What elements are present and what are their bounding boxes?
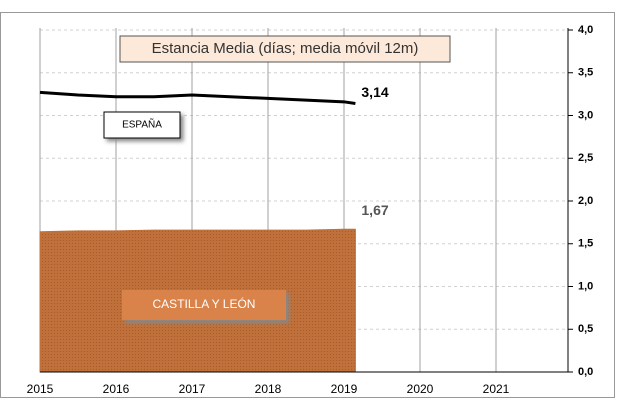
title-box	[119, 35, 451, 63]
x-tick-label: 2018	[255, 382, 282, 396]
line	[39, 90, 356, 106]
legend-label: CASTILLA Y LEÓN	[153, 296, 256, 311]
x-tick-label: 2015	[27, 382, 54, 396]
y-tick-label: 3,0	[578, 109, 593, 121]
x-tick-label: 2016	[103, 382, 130, 396]
x-tick-label: 2021	[483, 382, 510, 396]
chart-title: Estancia Media (días; media móvil 12m)	[152, 40, 419, 57]
y-tick-label: 2,0	[578, 195, 593, 207]
y-tick-label: 4,0	[578, 24, 593, 36]
legend-box	[122, 290, 286, 320]
x-tick-label: 2019	[331, 382, 358, 396]
data-label: 3,14	[361, 84, 388, 100]
legend-label: ESPAÑA	[122, 118, 162, 131]
y-tick-label: 2,5	[578, 152, 593, 164]
y-tick-label: 0,0	[578, 366, 593, 378]
y-tick-label: 1,0	[578, 280, 593, 292]
data-label: 1,67	[361, 202, 388, 218]
legend-box	[103, 111, 181, 139]
x-tick-label: 2017	[179, 382, 206, 396]
y-tick-label: 3,5	[578, 67, 593, 79]
y-tick-label: 1,5	[578, 238, 593, 250]
chart-border	[0, 12, 615, 398]
y-tick-label: 0,5	[578, 323, 593, 335]
x-tick-label: 2020	[407, 382, 434, 396]
